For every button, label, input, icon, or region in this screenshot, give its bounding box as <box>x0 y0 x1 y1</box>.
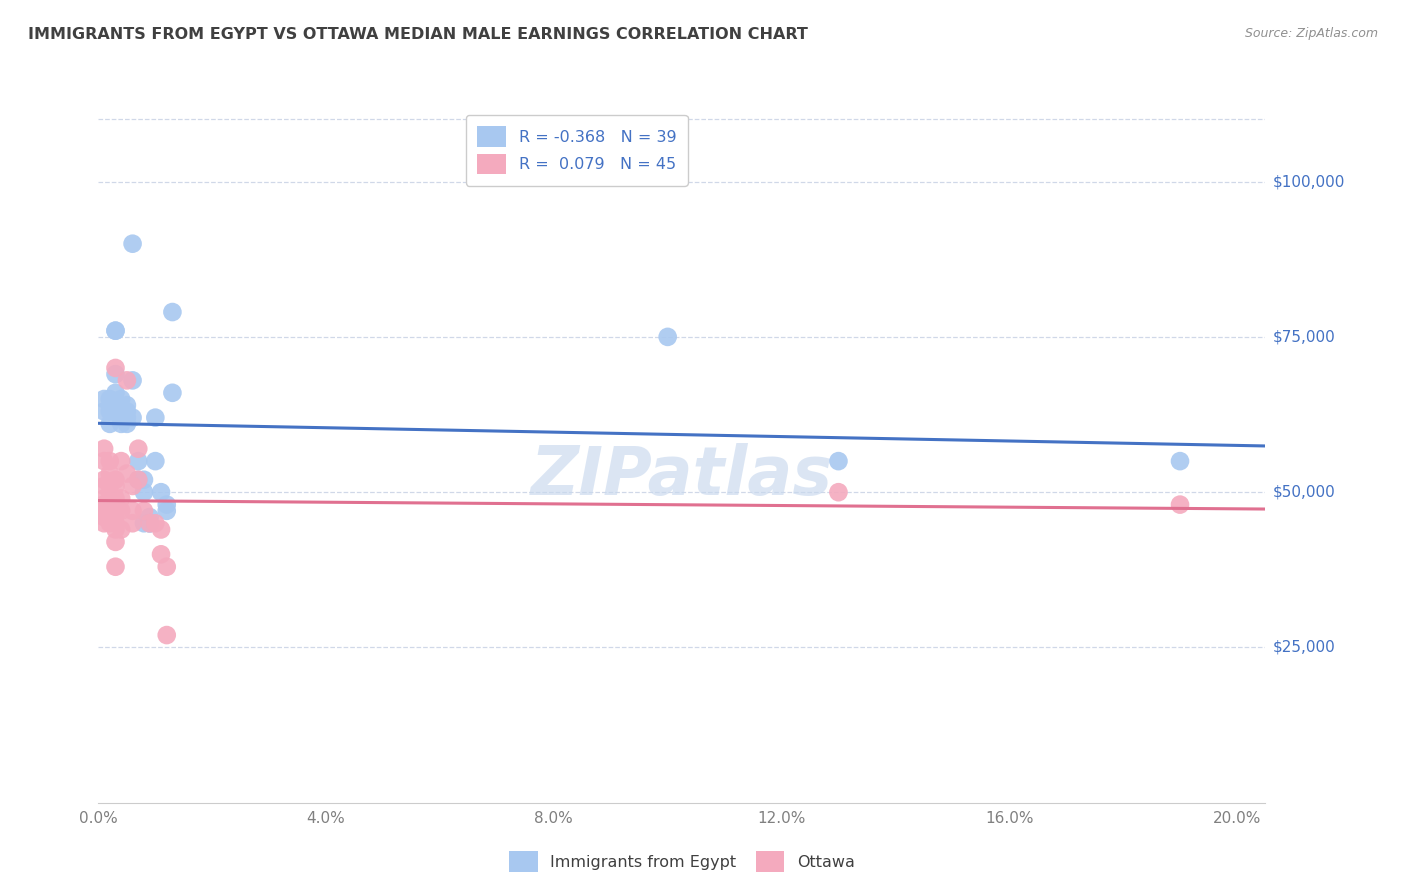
Point <box>104 473 127 487</box>
Point <box>827 485 849 500</box>
Point <box>121 236 143 251</box>
Point <box>93 404 115 418</box>
Point <box>93 510 115 524</box>
Point <box>110 392 132 406</box>
Point <box>110 491 132 506</box>
Point <box>98 479 121 493</box>
Point <box>121 410 143 425</box>
Point <box>1168 454 1191 468</box>
Point <box>121 516 143 531</box>
Point <box>104 398 127 412</box>
Point <box>104 559 127 574</box>
Point <box>110 410 132 425</box>
Point <box>104 523 127 537</box>
Point <box>93 473 115 487</box>
Point <box>93 498 115 512</box>
Point <box>98 392 121 406</box>
Point <box>98 417 121 431</box>
Text: $100,000: $100,000 <box>1272 174 1344 189</box>
Point <box>98 504 121 518</box>
Text: $50,000: $50,000 <box>1272 484 1336 500</box>
Point <box>132 485 155 500</box>
Point <box>143 516 166 531</box>
Point <box>127 473 149 487</box>
Point <box>93 442 115 456</box>
Legend: Immigrants from Egypt, Ottawa: Immigrants from Egypt, Ottawa <box>502 845 862 879</box>
Point <box>115 417 138 431</box>
Point <box>93 454 115 468</box>
Point <box>156 628 179 642</box>
Point <box>98 454 121 468</box>
Point <box>104 324 127 338</box>
Point <box>93 504 115 518</box>
Point <box>104 385 127 400</box>
Point <box>98 516 121 531</box>
Point <box>657 330 679 344</box>
Point <box>104 491 127 506</box>
Point <box>121 373 143 387</box>
Point <box>143 410 166 425</box>
Point <box>93 479 115 493</box>
Point <box>93 491 115 506</box>
Point <box>127 473 149 487</box>
Point <box>127 454 149 468</box>
Point <box>132 504 155 518</box>
Point <box>98 467 121 481</box>
Text: IMMIGRANTS FROM EGYPT VS OTTAWA MEDIAN MALE EARNINGS CORRELATION CHART: IMMIGRANTS FROM EGYPT VS OTTAWA MEDIAN M… <box>28 27 808 42</box>
Text: Source: ZipAtlas.com: Source: ZipAtlas.com <box>1244 27 1378 40</box>
Point <box>115 373 138 387</box>
Point <box>162 305 184 319</box>
Point <box>156 504 179 518</box>
Point <box>110 523 132 537</box>
Text: $75,000: $75,000 <box>1272 329 1336 344</box>
Point <box>104 516 127 531</box>
Text: $25,000: $25,000 <box>1272 640 1336 655</box>
Point <box>121 479 143 493</box>
Point <box>156 498 179 512</box>
Point <box>115 398 138 412</box>
Point <box>143 454 166 468</box>
Point <box>132 473 155 487</box>
Point <box>115 410 138 425</box>
Point <box>110 454 132 468</box>
Point <box>110 417 132 431</box>
Point <box>150 523 173 537</box>
Point <box>104 324 127 338</box>
Point <box>138 516 160 531</box>
Point <box>162 385 184 400</box>
Point <box>98 404 121 418</box>
Point <box>138 516 160 531</box>
Point <box>104 510 127 524</box>
Point <box>115 404 138 418</box>
Point <box>110 404 132 418</box>
Point <box>104 479 127 493</box>
Point <box>104 534 127 549</box>
Point <box>93 392 115 406</box>
Point <box>132 516 155 531</box>
Point <box>150 485 173 500</box>
Point <box>93 516 115 531</box>
Point <box>150 547 173 561</box>
Point <box>104 367 127 381</box>
Text: ZIPatlas: ZIPatlas <box>531 442 832 508</box>
Point <box>1168 498 1191 512</box>
Point <box>104 360 127 375</box>
Point <box>110 504 132 518</box>
Point <box>121 504 143 518</box>
Point <box>827 454 849 468</box>
Point <box>138 510 160 524</box>
Point <box>115 467 138 481</box>
Point <box>98 491 121 506</box>
Point <box>127 442 149 456</box>
Point <box>104 504 127 518</box>
Point <box>156 559 179 574</box>
Point <box>138 516 160 531</box>
